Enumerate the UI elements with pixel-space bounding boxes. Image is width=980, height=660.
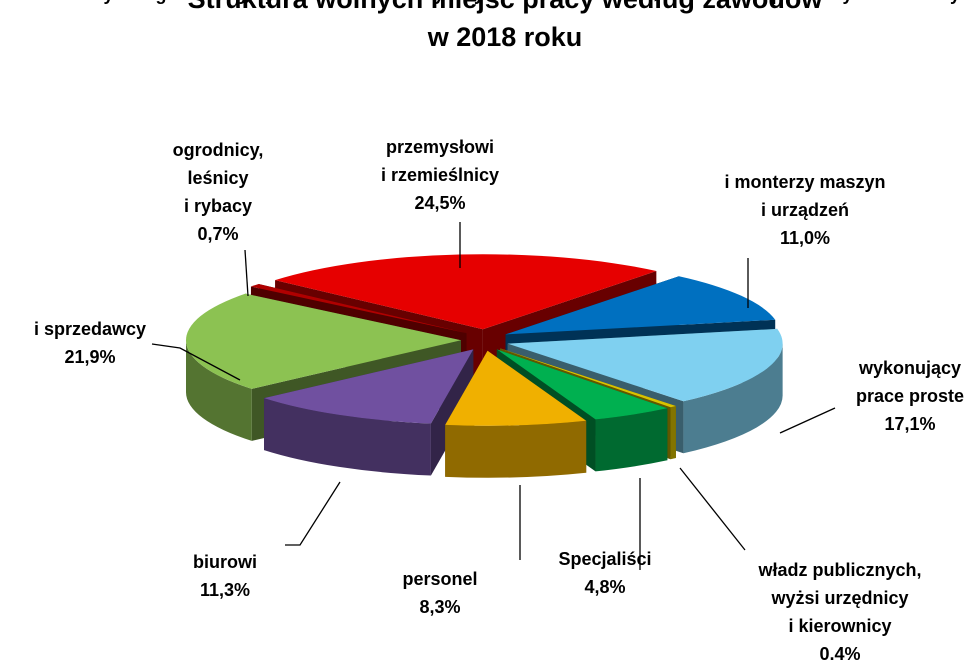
pie-slice: [264, 349, 474, 424]
slice-side: [595, 408, 668, 472]
pie-slice: [505, 276, 776, 335]
slice-side: [186, 340, 252, 441]
pie-slice: [496, 349, 668, 420]
value-label: 11,0%: [780, 228, 830, 248]
pie-slice: [275, 254, 657, 330]
leader-line: [779, 407, 836, 434]
value-label: 4,8%: [584, 577, 625, 597]
category-label: Pracownicy usługi sprzedawcy: [13, 0, 166, 339]
pie-slice: [250, 284, 467, 334]
pie-slice: [507, 328, 783, 402]
value-label: 8,3%: [419, 597, 460, 617]
slice-side: [670, 406, 676, 460]
pie-slice: [186, 293, 462, 389]
value-label: 0,4%: [819, 644, 860, 660]
value-label: 17,1%: [884, 414, 935, 434]
value-label: 11,3%: [200, 580, 250, 600]
category-label: Pracownicywykonującyprace proste: [856, 0, 964, 406]
leader-line: [244, 249, 249, 297]
category-label: Specjaliści: [558, 549, 651, 569]
pie-slice: [500, 348, 676, 408]
category-label: Robotnicyprzemysłowii rzemieślnicy: [381, 0, 499, 185]
slice-side: [264, 398, 431, 476]
slice-side: [683, 343, 783, 454]
category-label: Technicy i średnipersonel: [367, 0, 513, 589]
value-label: 0,7%: [197, 224, 238, 244]
leader-line: [679, 467, 746, 551]
slice-side: [445, 420, 587, 478]
chart-title: Struktura wolnych miejsc pracy według za…: [188, 0, 824, 52]
value-label: 21,9%: [64, 347, 115, 367]
pie-slice: [445, 350, 587, 426]
leader-line: [151, 343, 241, 381]
leader-line: [285, 481, 341, 546]
value-label: 24,5%: [414, 193, 465, 213]
category-label: Pracownicybiurowi: [175, 0, 275, 572]
category-label: Przedstawicielewładz publicznych,wyżsi u…: [757, 0, 921, 636]
